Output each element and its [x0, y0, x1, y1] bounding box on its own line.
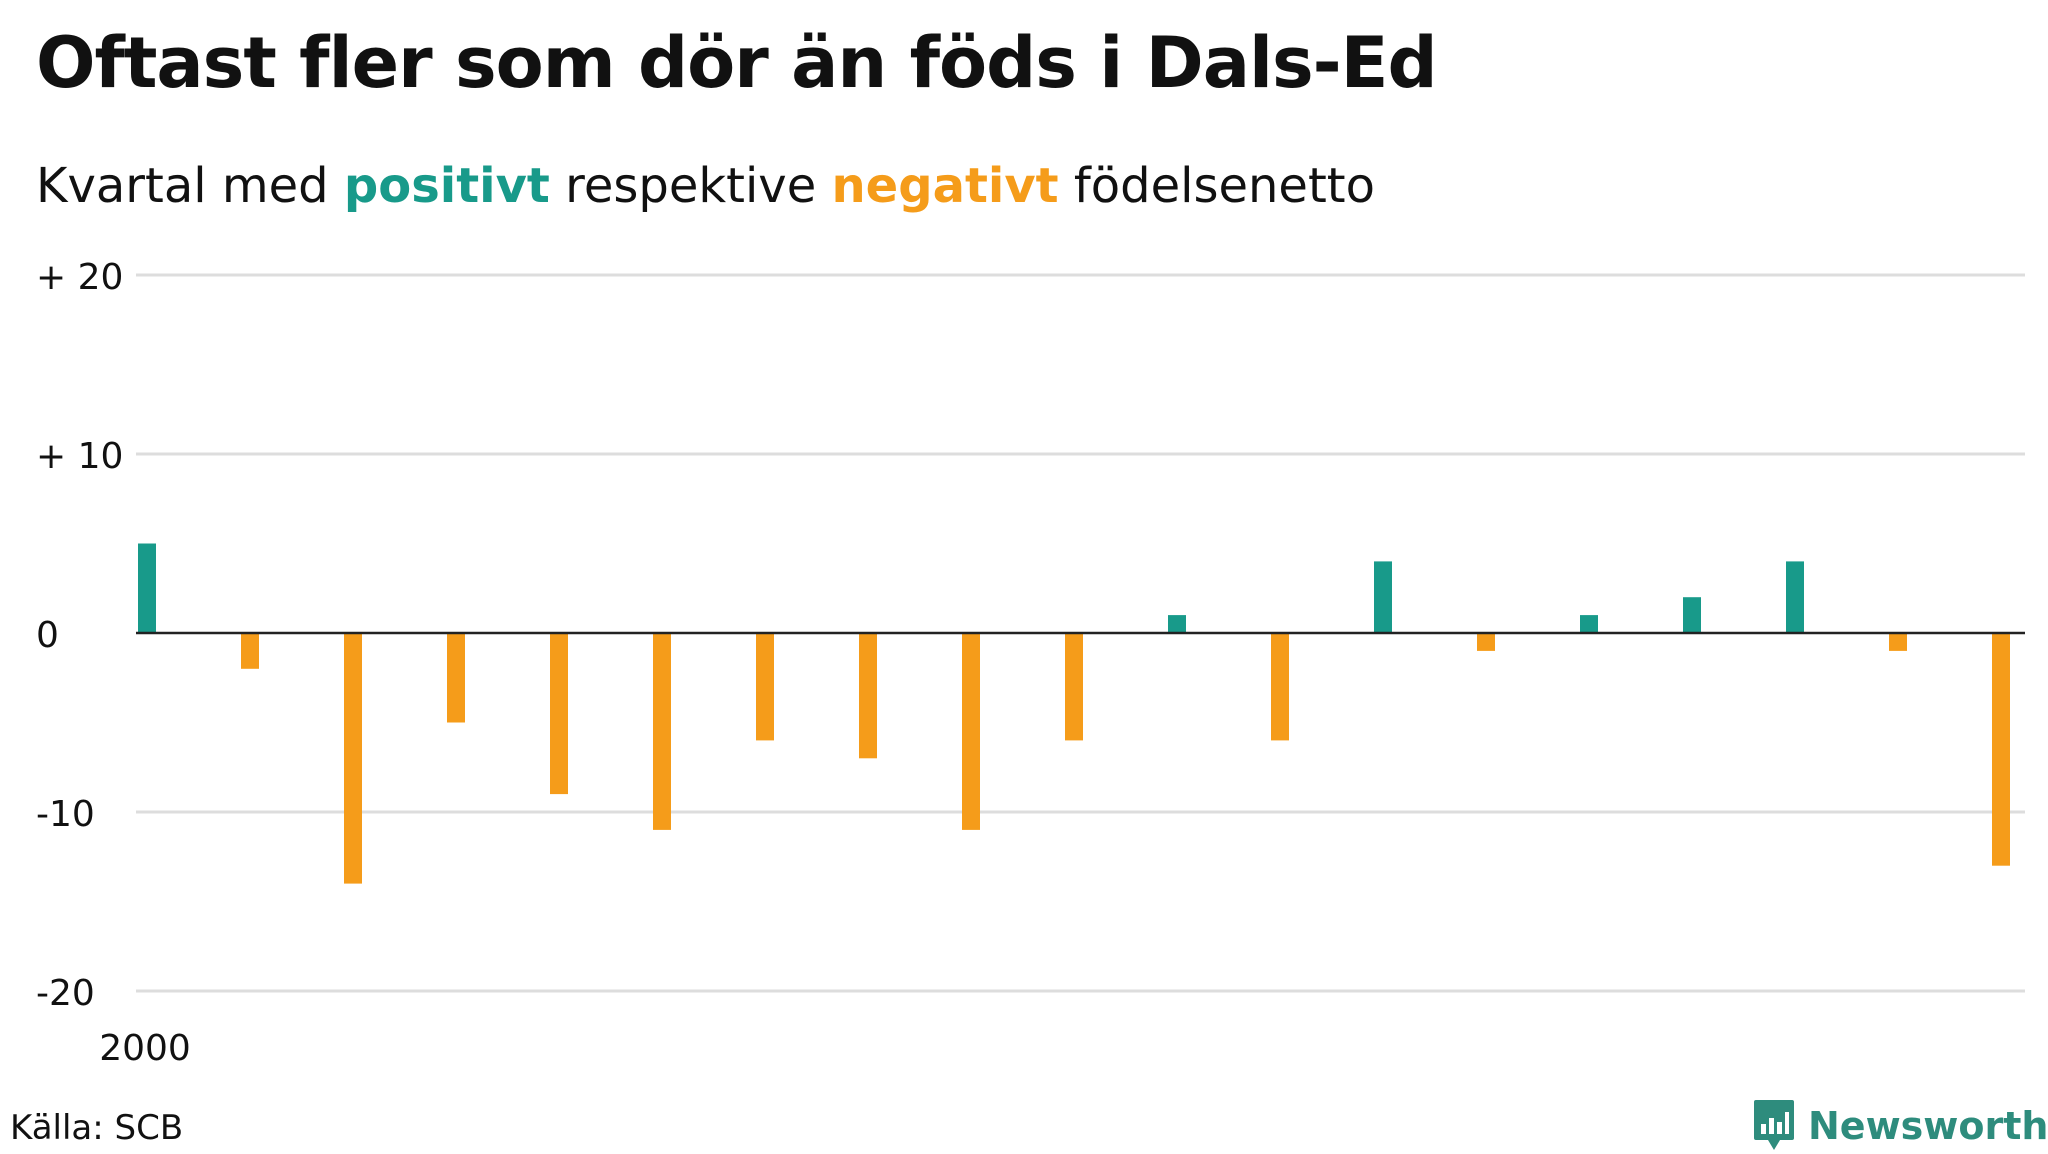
bar	[653, 633, 671, 830]
y-tick-label: -20	[36, 973, 95, 1014]
source-note: Källa: SCB	[10, 1108, 184, 1148]
chart-subtitle: Kvartal med positivt respektive negativt…	[36, 158, 1375, 214]
bar	[1683, 597, 1701, 633]
bar	[1374, 561, 1392, 633]
bar	[1271, 633, 1289, 741]
y-tick-label: + 10	[36, 436, 123, 477]
bar	[1992, 633, 2010, 866]
y-tick-label: + 20	[36, 257, 123, 298]
subtitle-suffix: födelsenetto	[1058, 158, 1375, 214]
bar	[1168, 615, 1186, 633]
bar	[1065, 633, 1083, 741]
bar	[241, 633, 259, 669]
bar	[344, 633, 362, 884]
subtitle-positive-word: positivt	[343, 158, 550, 214]
bar	[1889, 633, 1907, 651]
subtitle-prefix: Kvartal med	[36, 158, 344, 214]
bar	[447, 633, 465, 723]
bar	[138, 543, 156, 633]
bar	[1786, 561, 1804, 633]
brand-logo: Newsworthy	[1752, 1098, 2048, 1154]
bar	[962, 633, 980, 830]
subtitle-negative-word: negativt	[831, 158, 1059, 214]
bar	[550, 633, 568, 795]
subtitle-middle: respektive	[549, 158, 832, 214]
newsworthy-logo-icon	[1754, 1100, 1794, 1150]
bar	[756, 633, 774, 741]
bar	[1477, 633, 1495, 651]
x-tick-label: 2000	[99, 1028, 191, 1069]
y-tick-label: -10	[36, 794, 95, 835]
bar	[1580, 615, 1598, 633]
brand-name: Newsworthy	[1808, 1104, 2048, 1148]
bar	[859, 633, 877, 759]
chart-title: Oftast fler som dör än föds i Dals-Ed	[36, 22, 1438, 104]
y-tick-label: 0	[36, 615, 59, 656]
